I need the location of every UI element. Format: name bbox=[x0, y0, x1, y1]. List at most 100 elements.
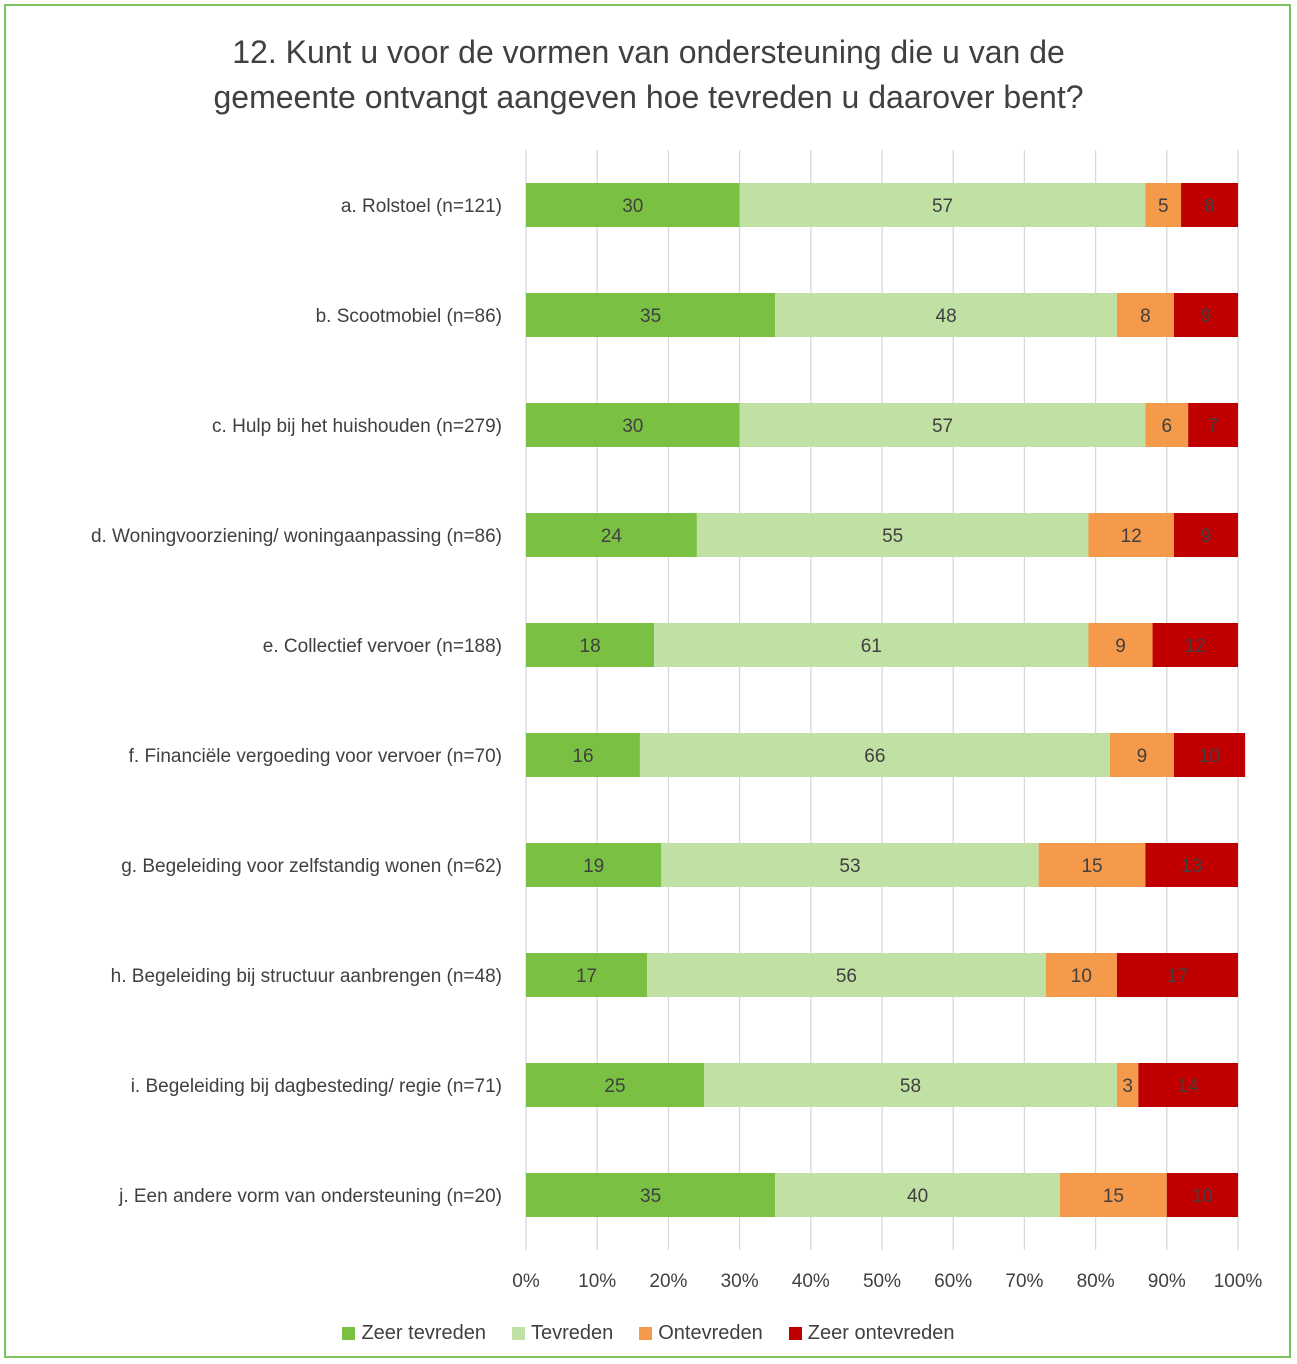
category-label: i. Begeleiding bij dagbesteding/ regie (… bbox=[131, 1076, 502, 1097]
bar-segment bbox=[526, 843, 662, 887]
bar-segment bbox=[739, 183, 1146, 227]
data-label: 25 bbox=[604, 1076, 625, 1097]
bar-chart: 0% 10% 20% 30% 40% 50% 60% 70% 80% 90% 100% a. Rols… bbox=[91, 150, 1263, 1292]
x-tick-label: 10% bbox=[578, 1271, 616, 1292]
bar-segment bbox=[1166, 1173, 1238, 1217]
data-label: 40 bbox=[907, 1186, 928, 1207]
legend-swatch bbox=[511, 1327, 525, 1340]
chart-title-line-1: 12. Kunt u voor de vormen van ondersteun… bbox=[232, 34, 1065, 70]
bar-segment bbox=[1088, 623, 1153, 667]
data-label: 15 bbox=[1103, 1186, 1124, 1207]
data-label: 9 bbox=[1201, 306, 1212, 327]
chart-title: 12. Kunt u voor de vormen van ondersteun… bbox=[0, 30, 1297, 120]
x-tick-label: 90% bbox=[1148, 1271, 1186, 1292]
category-label: a. Rolstoel (n=121) bbox=[341, 196, 502, 217]
bar-segment bbox=[1145, 183, 1182, 227]
bar-segment bbox=[1181, 183, 1238, 227]
legend-swatch bbox=[639, 1327, 653, 1340]
data-label: 57 bbox=[932, 416, 953, 437]
bar-segment bbox=[526, 513, 697, 557]
chart-title-line-2: gemeente ontvangt aangeven hoe tevreden … bbox=[213, 79, 1084, 115]
bar-segment bbox=[1145, 403, 1189, 447]
bar-segment bbox=[1173, 293, 1238, 337]
data-label: 3 bbox=[1122, 1076, 1133, 1097]
data-label: 35 bbox=[640, 306, 661, 327]
data-label: 17 bbox=[576, 966, 597, 987]
bar-segment bbox=[526, 1063, 704, 1107]
data-label: 9 bbox=[1115, 636, 1126, 657]
x-tick-label: 80% bbox=[1077, 1271, 1115, 1292]
data-label: 14 bbox=[1178, 1076, 1200, 1097]
category-label: f. Financiële vergoeding voor vervoer (n… bbox=[129, 746, 502, 767]
bar-segment bbox=[1109, 733, 1174, 777]
data-label: 19 bbox=[583, 856, 604, 877]
data-label: 10 bbox=[1071, 966, 1092, 987]
category-label: j. Een andere vorm van ondersteuning (n=… bbox=[118, 1186, 502, 1207]
data-label: 66 bbox=[864, 746, 885, 767]
bar-segment bbox=[639, 733, 1110, 777]
bar-segment bbox=[1060, 1173, 1167, 1217]
data-label: 57 bbox=[932, 196, 953, 217]
bar-segment bbox=[1038, 843, 1146, 887]
chart-frame bbox=[4, 4, 1291, 1358]
category-label: d. Woningvoorziening/ woningaanpassing (… bbox=[91, 526, 502, 547]
legend-label: Ontevreden bbox=[658, 1322, 763, 1344]
bar-segment bbox=[1138, 1063, 1238, 1107]
category-label: e. Collectief vervoer (n=188) bbox=[263, 636, 502, 657]
data-label: 9 bbox=[1201, 526, 1212, 547]
x-tick-label: 70% bbox=[1005, 1271, 1043, 1292]
data-label: 10 bbox=[1192, 1186, 1213, 1207]
bar-segment bbox=[775, 1173, 1060, 1217]
data-label: 17 bbox=[1167, 966, 1188, 987]
bar-segment bbox=[654, 623, 1089, 667]
data-label: 55 bbox=[882, 526, 903, 547]
x-tick-label: 40% bbox=[792, 1271, 830, 1292]
data-label: 13 bbox=[1181, 856, 1202, 877]
bar-segment bbox=[526, 1173, 776, 1217]
data-label: 15 bbox=[1081, 856, 1102, 877]
bar-segment bbox=[1173, 513, 1238, 557]
bar-segment bbox=[1145, 843, 1238, 887]
bar-segment bbox=[526, 623, 655, 667]
bar-segment bbox=[696, 513, 1089, 557]
bar-segment bbox=[1116, 953, 1238, 997]
bar-segment bbox=[661, 843, 1039, 887]
bar-segment bbox=[739, 403, 1146, 447]
bar-segment bbox=[526, 403, 740, 447]
x-tick-label: 50% bbox=[863, 1271, 901, 1292]
legend-item: Tevreden bbox=[511, 1322, 614, 1345]
data-label: 12 bbox=[1185, 636, 1206, 657]
data-label: 58 bbox=[900, 1076, 921, 1097]
bar-segment bbox=[647, 953, 1046, 997]
bar-segment bbox=[1116, 1063, 1139, 1107]
x-tick-label: 30% bbox=[721, 1271, 759, 1292]
data-label: 12 bbox=[1121, 526, 1142, 547]
data-label: 5 bbox=[1158, 196, 1169, 217]
bar-segment bbox=[775, 293, 1117, 337]
data-label: 18 bbox=[580, 636, 601, 657]
bar-segment bbox=[1088, 513, 1174, 557]
data-label: 16 bbox=[572, 746, 593, 767]
data-label: 6 bbox=[1162, 416, 1173, 437]
bar-segment bbox=[1045, 953, 1117, 997]
data-label: 7 bbox=[1208, 416, 1219, 437]
data-label: 30 bbox=[622, 416, 643, 437]
legend-swatch bbox=[342, 1327, 356, 1340]
legend-label: Zeer ontevreden bbox=[807, 1322, 955, 1344]
legend-item: Zeer ontevreden bbox=[788, 1322, 955, 1345]
x-tick-label: 0% bbox=[512, 1271, 540, 1292]
bar-segment bbox=[1116, 293, 1174, 337]
bar-segment bbox=[526, 953, 648, 997]
legend-swatch bbox=[788, 1327, 802, 1340]
data-label: 10 bbox=[1199, 746, 1220, 767]
legend-item: Ontevreden bbox=[639, 1322, 763, 1345]
bar-segment bbox=[1173, 733, 1246, 777]
x-tick-label: 20% bbox=[649, 1271, 687, 1292]
legend-label: Tevreden bbox=[530, 1322, 614, 1344]
legend-label: Zeer tevreden bbox=[361, 1322, 486, 1344]
category-label: c. Hulp bij het huishouden (n=279) bbox=[212, 416, 502, 437]
bar-segment bbox=[1188, 403, 1238, 447]
x-tick-label: 100% bbox=[1214, 1271, 1263, 1292]
category-label: h. Begeleiding bij structuur aanbrengen … bbox=[111, 966, 502, 987]
data-label: 8 bbox=[1204, 196, 1215, 217]
